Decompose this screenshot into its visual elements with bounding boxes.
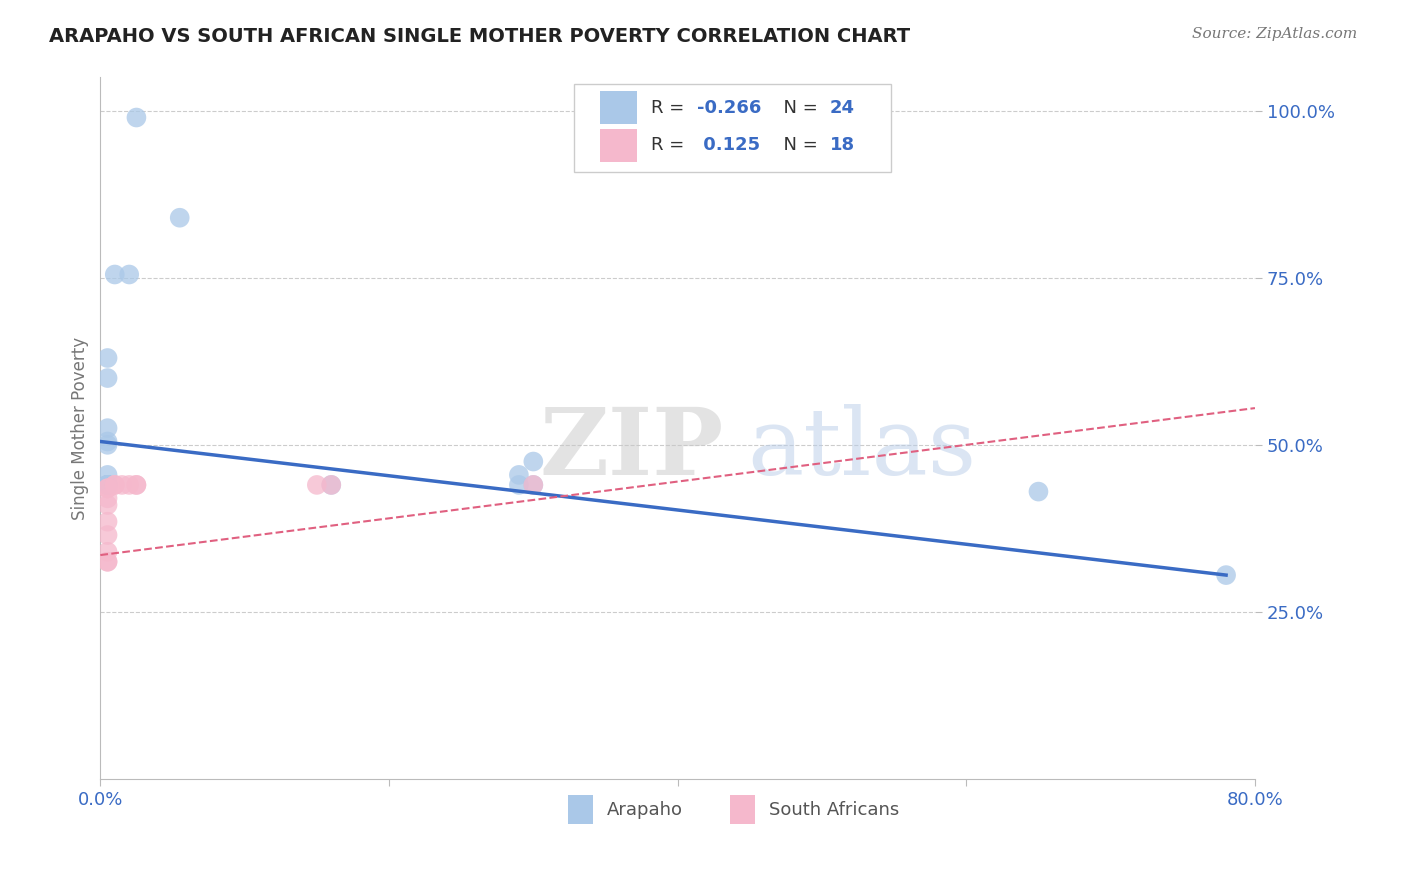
Point: [97, 351, 120, 365]
Text: South Africans: South Africans: [769, 801, 898, 819]
Text: ARAPAHO VS SOUTH AFRICAN SINGLE MOTHER POVERTY CORRELATION CHART: ARAPAHO VS SOUTH AFRICAN SINGLE MOTHER P…: [49, 27, 910, 45]
Point: [104, 268, 127, 282]
Point: [125, 111, 148, 125]
Point: [97, 481, 120, 495]
Point: [97, 478, 120, 492]
Point: [1215, 568, 1237, 582]
Point: [104, 478, 127, 492]
Text: atlas: atlas: [747, 404, 976, 494]
Point: [125, 478, 148, 492]
Point: [97, 467, 120, 482]
Point: [522, 454, 544, 468]
Point: [522, 478, 544, 492]
Point: [508, 467, 530, 482]
Point: [97, 528, 120, 542]
Point: [169, 211, 191, 225]
Point: [97, 555, 120, 569]
Text: ZIP: ZIP: [538, 404, 723, 494]
Text: -0.266: -0.266: [697, 99, 762, 117]
Point: [97, 491, 120, 506]
Point: [321, 478, 343, 492]
Text: R =: R =: [651, 136, 690, 154]
Bar: [600, 91, 637, 124]
Text: 0.125: 0.125: [697, 136, 761, 154]
Point: [97, 434, 120, 449]
Point: [97, 478, 120, 492]
Text: N =: N =: [772, 136, 824, 154]
Point: [97, 481, 120, 495]
Text: 24: 24: [830, 99, 855, 117]
Point: [508, 478, 530, 492]
Point: [1028, 484, 1050, 499]
Point: [97, 478, 120, 492]
Point: [97, 421, 120, 435]
Point: [97, 545, 120, 559]
Point: [97, 478, 120, 492]
Point: [125, 478, 148, 492]
Point: [97, 498, 120, 512]
Point: [97, 515, 120, 529]
Point: [97, 438, 120, 452]
Point: [104, 478, 127, 492]
Text: Source: ZipAtlas.com: Source: ZipAtlas.com: [1191, 27, 1357, 41]
Point: [118, 478, 141, 492]
Bar: [730, 795, 755, 824]
Text: R =: R =: [651, 99, 690, 117]
Point: [97, 371, 120, 385]
Point: [305, 478, 328, 492]
Point: [97, 555, 120, 569]
Y-axis label: Single Mother Poverty: Single Mother Poverty: [72, 336, 89, 520]
Point: [111, 478, 134, 492]
Bar: [600, 128, 637, 162]
Point: [522, 478, 544, 492]
Bar: [568, 795, 593, 824]
Text: 18: 18: [830, 136, 855, 154]
Point: [97, 478, 120, 492]
Point: [97, 478, 120, 492]
Text: N =: N =: [772, 99, 824, 117]
FancyBboxPatch shape: [574, 85, 891, 172]
Point: [118, 268, 141, 282]
Text: Arapaho: Arapaho: [607, 801, 683, 819]
Point: [321, 478, 343, 492]
Point: [97, 478, 120, 492]
